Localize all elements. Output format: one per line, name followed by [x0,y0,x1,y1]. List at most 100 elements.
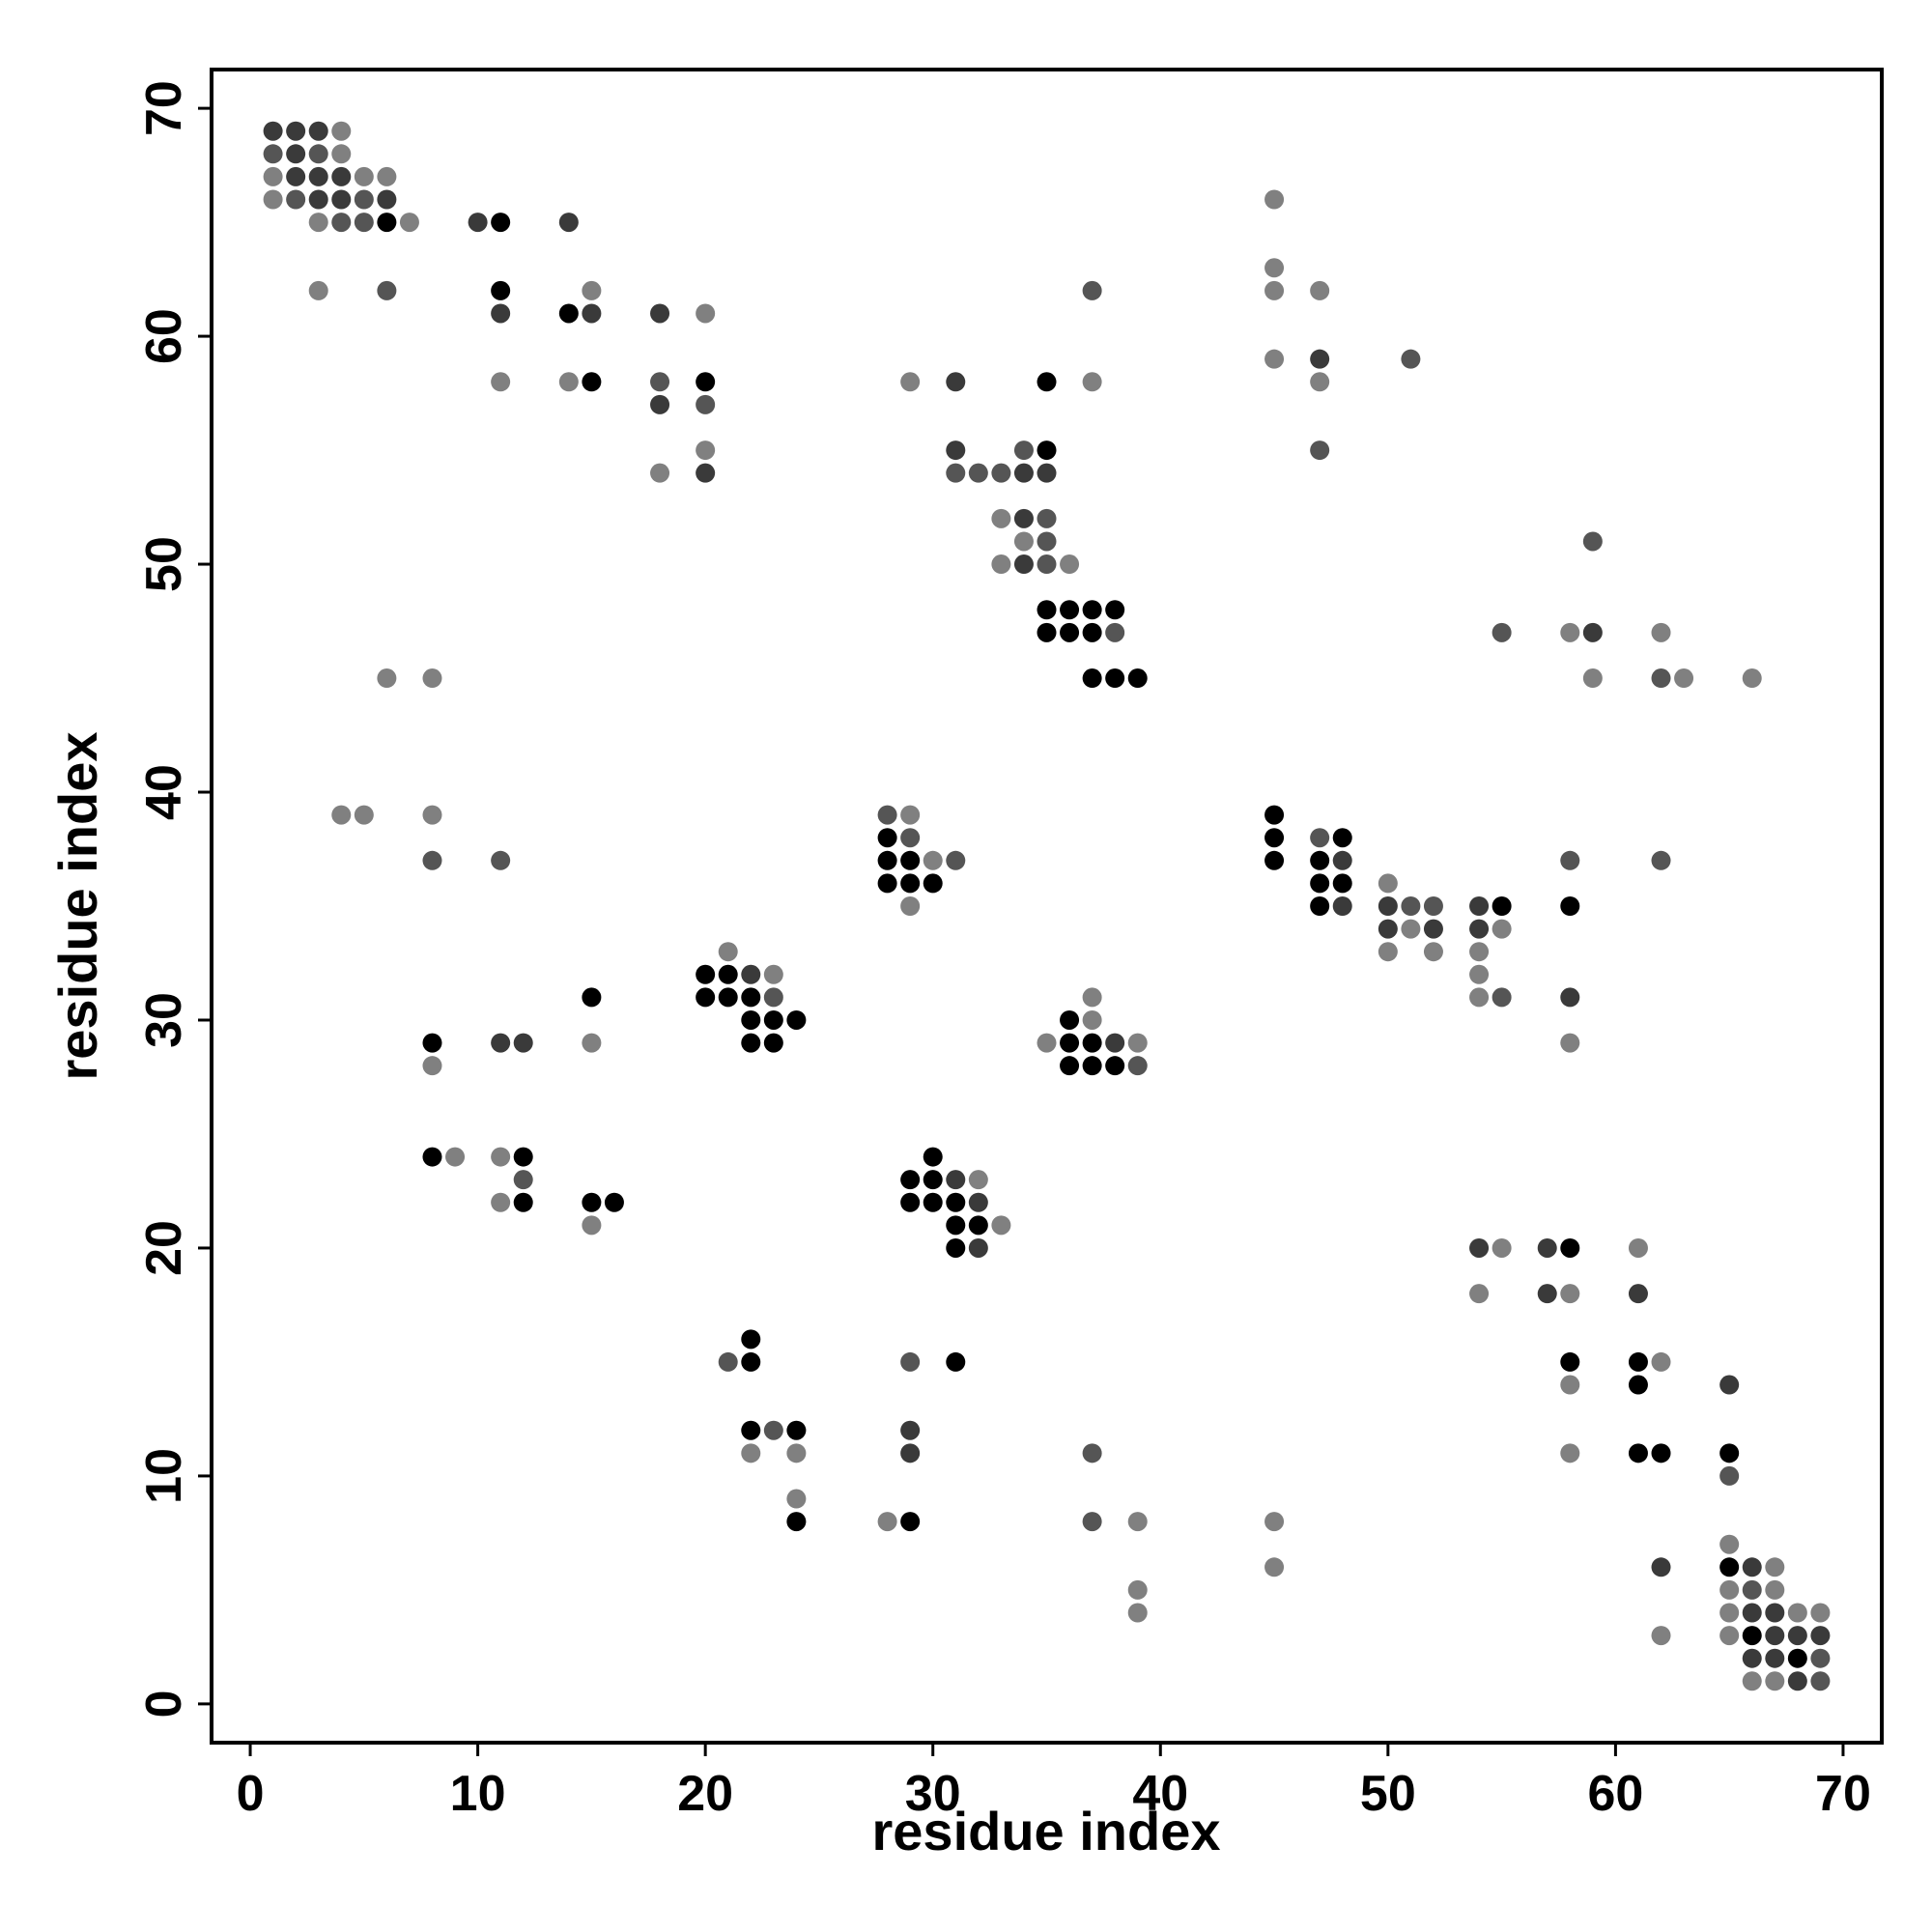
point [1787,1603,1807,1623]
point [582,1192,602,1212]
point [331,213,352,233]
point [1264,280,1285,300]
point [1469,896,1490,916]
point [741,1033,761,1053]
point [1310,372,1330,392]
point [1719,1375,1740,1395]
point [1719,1626,1740,1646]
point [1719,1443,1740,1463]
point [786,1009,807,1030]
point [991,1215,1011,1236]
point [1651,668,1671,689]
point [582,987,602,1008]
point [1765,1557,1785,1577]
point [491,372,511,392]
point [1742,1557,1762,1577]
point [1560,1033,1580,1053]
point [1332,873,1352,894]
point [1810,1626,1831,1646]
point [513,1192,533,1212]
point [1060,554,1080,575]
point [786,1489,807,1509]
point [1810,1603,1831,1623]
point [1628,1375,1648,1395]
point [696,303,716,324]
point [1127,1579,1148,1600]
y-axis-label: residue index [47,731,108,1080]
point [1082,372,1102,392]
point [1469,1284,1490,1304]
x-tick-label: 50 [1360,1766,1416,1822]
point [1264,258,1285,278]
point [1810,1671,1831,1691]
point [1651,1626,1671,1646]
point [946,1215,966,1236]
point [900,1443,921,1463]
x-tick-label: 60 [1587,1766,1643,1822]
x-tick-label: 0 [237,1766,265,1822]
point [377,166,397,186]
point [308,189,328,210]
point [1628,1351,1648,1372]
point [491,1033,511,1053]
point [968,1237,988,1258]
point [718,1351,738,1372]
point [1469,919,1490,939]
point [582,1033,602,1053]
point [263,144,283,164]
y-tick-label: 20 [136,1220,192,1276]
point [582,303,602,324]
point [491,1192,511,1212]
point [1674,668,1694,689]
point [513,1170,533,1190]
point [696,372,716,392]
point [1310,873,1330,894]
point [1810,1648,1831,1668]
x-tick-label: 70 [1815,1766,1871,1822]
point [900,1192,921,1212]
point [1469,987,1490,1008]
point [696,463,716,483]
point [923,1147,943,1167]
point [1651,850,1671,870]
point [1127,668,1148,689]
point [331,805,352,825]
point [763,964,783,984]
point [1105,1033,1125,1053]
point [696,964,716,984]
point [741,1329,761,1350]
point [1060,600,1080,620]
point [1264,828,1285,848]
point [308,166,328,186]
point [1013,440,1034,461]
point [696,440,716,461]
point [968,1215,988,1236]
point [1628,1237,1648,1258]
point [491,213,511,233]
point [1082,1033,1102,1053]
point [263,166,283,186]
point [786,1512,807,1532]
point [1082,1056,1102,1076]
point [354,189,374,210]
point [900,1512,921,1532]
point [1037,372,1057,392]
point [1082,668,1102,689]
point [946,372,966,392]
point [513,1033,533,1053]
point [1310,440,1330,461]
point [308,280,328,300]
point [1332,896,1352,916]
point [923,1170,943,1190]
point [1765,1648,1785,1668]
point [968,1170,988,1190]
point [1264,850,1285,870]
x-tick-label: 20 [677,1766,733,1822]
point [741,1420,761,1440]
point [1037,600,1057,620]
point [877,1512,897,1532]
plot-frame [210,68,1884,1745]
point [331,189,352,210]
point [1787,1626,1807,1646]
point [946,1351,966,1372]
